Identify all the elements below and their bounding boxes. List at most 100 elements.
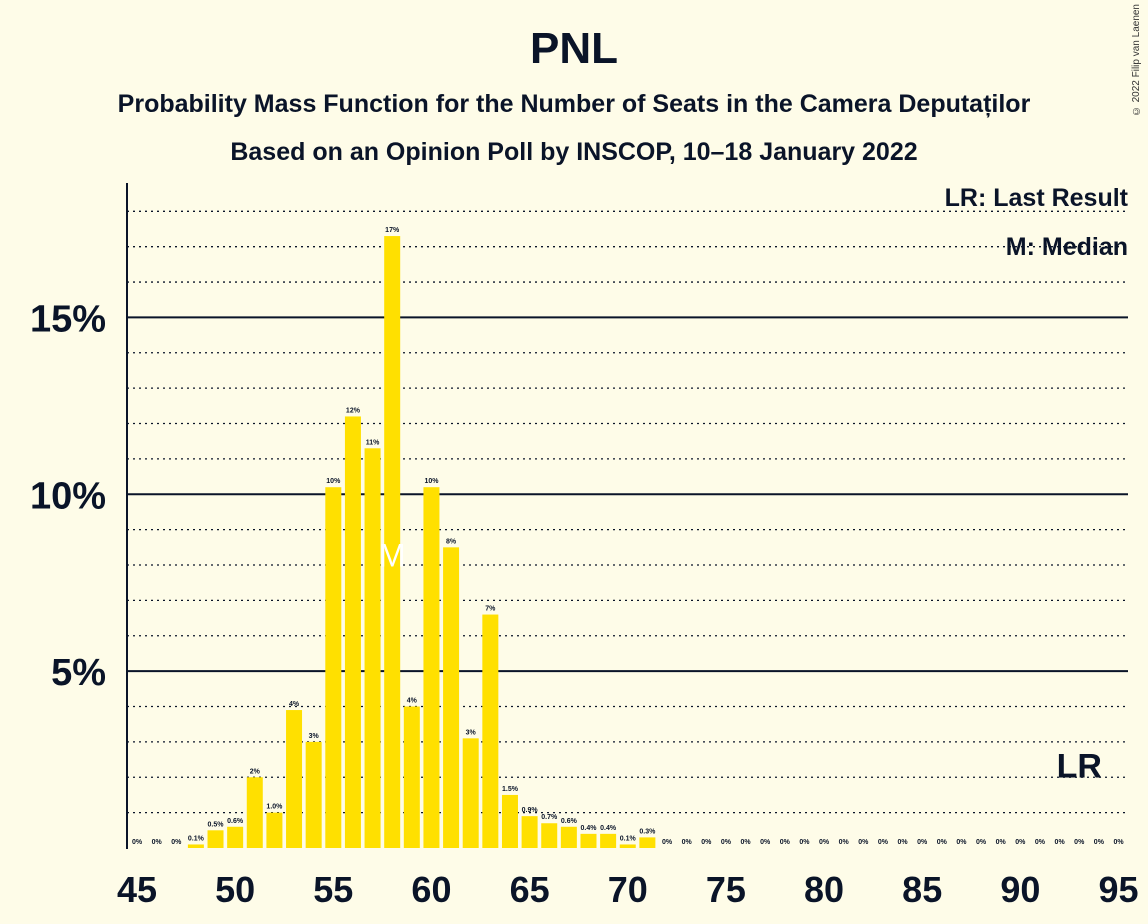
bar-value-label: 3% xyxy=(309,733,320,740)
bar-value-label: 10% xyxy=(326,478,341,485)
bar-value-label: 8% xyxy=(446,538,457,545)
x-tick-label: 55 xyxy=(313,869,353,910)
chart-title: PNL xyxy=(530,24,618,73)
bar xyxy=(600,833,617,848)
x-tick-label: 95 xyxy=(1098,869,1138,910)
bars: 0% 0% 0%0.1%0.5%0.6%2%1.0%4%3%10%12%11%17%… xyxy=(132,227,1124,848)
bar xyxy=(423,487,440,848)
bar xyxy=(541,823,558,848)
x-tick-label: 65 xyxy=(510,869,550,910)
y-tick-label: 15% xyxy=(30,298,106,340)
bar-value-label: 0% xyxy=(701,839,712,846)
bar-value-label: 0.3% xyxy=(639,828,656,835)
x-tick-label: 60 xyxy=(411,869,451,910)
bar-value-label: 0% xyxy=(1015,839,1026,846)
axes: 5% 10% 15% 45 50 55 60 65 70 75 80 85 90 95 xyxy=(30,183,1139,910)
x-tick-label: 90 xyxy=(1000,869,1040,910)
bar-value-label: 0% xyxy=(937,839,948,846)
bar-value-label: 0.1% xyxy=(620,835,637,842)
bar-value-label: 0% xyxy=(878,839,889,846)
bar-value-label: 1.5% xyxy=(502,786,519,793)
bar-value-label: 0% xyxy=(996,839,1007,846)
bar xyxy=(286,710,303,848)
bar xyxy=(580,833,597,848)
bar xyxy=(403,706,420,848)
bar-value-label: 0% xyxy=(760,839,771,846)
bar-value-label: 0% xyxy=(819,839,830,846)
bar xyxy=(619,844,636,848)
bar xyxy=(187,844,204,848)
bar-value-label: 0% xyxy=(1055,839,1066,846)
bar xyxy=(521,816,538,848)
bar xyxy=(325,487,342,848)
last-result-marker: LR xyxy=(1057,747,1102,785)
bar-value-label: 0% xyxy=(858,839,869,846)
bar-value-label: 0.4% xyxy=(600,825,617,832)
x-tick-label: 50 xyxy=(215,869,255,910)
bar-value-label: 0% xyxy=(1074,839,1085,846)
bar-value-label: 0% xyxy=(740,839,751,846)
bar xyxy=(266,812,283,848)
bar-value-label: 0.6% xyxy=(227,818,244,825)
bar-value-label: 0% xyxy=(1035,839,1046,846)
bar xyxy=(639,837,656,848)
x-tick-label: 75 xyxy=(706,869,746,910)
bar xyxy=(560,826,577,848)
y-tick-label: 5% xyxy=(51,652,106,694)
x-tick-label: 80 xyxy=(804,869,844,910)
bar-value-label: 0.4% xyxy=(581,825,598,832)
bar-value-label: 0% xyxy=(132,839,143,846)
x-tick-label: 70 xyxy=(608,869,648,910)
bar-value-label: 0.6% xyxy=(561,818,578,825)
bar-value-label: 0% xyxy=(898,839,909,846)
bar-value-label: 0.5% xyxy=(208,821,225,828)
chart-subtitle: Probability Mass Function for the Number… xyxy=(117,90,1031,118)
bar-value-label: 0% xyxy=(1094,839,1105,846)
legend-last-result: LR: Last Result xyxy=(944,184,1128,212)
bar xyxy=(227,826,244,848)
bar-value-label: 0% xyxy=(1113,839,1124,846)
bar xyxy=(501,794,518,848)
bar-value-label: 0% xyxy=(171,839,182,846)
bar-value-label: 0% xyxy=(780,839,791,846)
bar xyxy=(384,236,401,848)
grid-lines xyxy=(127,210,1128,814)
bar-value-label: 7% xyxy=(485,606,496,613)
y-tick-label: 10% xyxy=(30,475,106,517)
bar-value-label: 17% xyxy=(385,227,400,234)
bar-value-label: 0.7% xyxy=(541,814,558,821)
bar-value-label: 1.0% xyxy=(266,804,283,811)
bar-value-label: 0% xyxy=(799,839,810,846)
legend-median: M: Median xyxy=(1005,233,1128,261)
bar xyxy=(462,738,479,848)
bar-value-label: 3% xyxy=(466,729,477,736)
bar xyxy=(364,448,381,848)
bar-value-label: 0% xyxy=(721,839,732,846)
bar-value-label: 0% xyxy=(956,839,967,846)
bar-value-label: 0% xyxy=(682,839,693,846)
bar-value-label: 11% xyxy=(366,439,380,446)
bar-value-label: 0% xyxy=(976,839,987,846)
bar-value-label: 0% xyxy=(839,839,850,846)
bar-value-label: 10% xyxy=(424,478,439,485)
bar xyxy=(443,547,460,848)
bar-value-label: 2% xyxy=(250,768,261,775)
bar xyxy=(482,614,499,848)
bar-value-label: 12% xyxy=(346,407,361,414)
chart-subtitle-source: Based on an Opinion Poll by INSCOP, 10–1… xyxy=(230,138,918,166)
bar-value-label: 0% xyxy=(917,839,928,846)
bar-value-label: 4% xyxy=(407,698,418,705)
x-tick-label: 85 xyxy=(902,869,942,910)
bar-value-label: 0.9% xyxy=(522,807,539,814)
bar xyxy=(246,777,263,848)
bar-value-label: 0.1% xyxy=(188,835,205,842)
bar-value-label: 0% xyxy=(152,839,163,846)
bar xyxy=(344,416,361,848)
bar xyxy=(207,830,224,848)
x-tick-label: 45 xyxy=(117,869,157,910)
bar-value-label: 4% xyxy=(289,701,300,708)
bar-value-label: 0% xyxy=(662,839,673,846)
median-marker: M xyxy=(379,537,406,573)
bar xyxy=(305,741,322,848)
